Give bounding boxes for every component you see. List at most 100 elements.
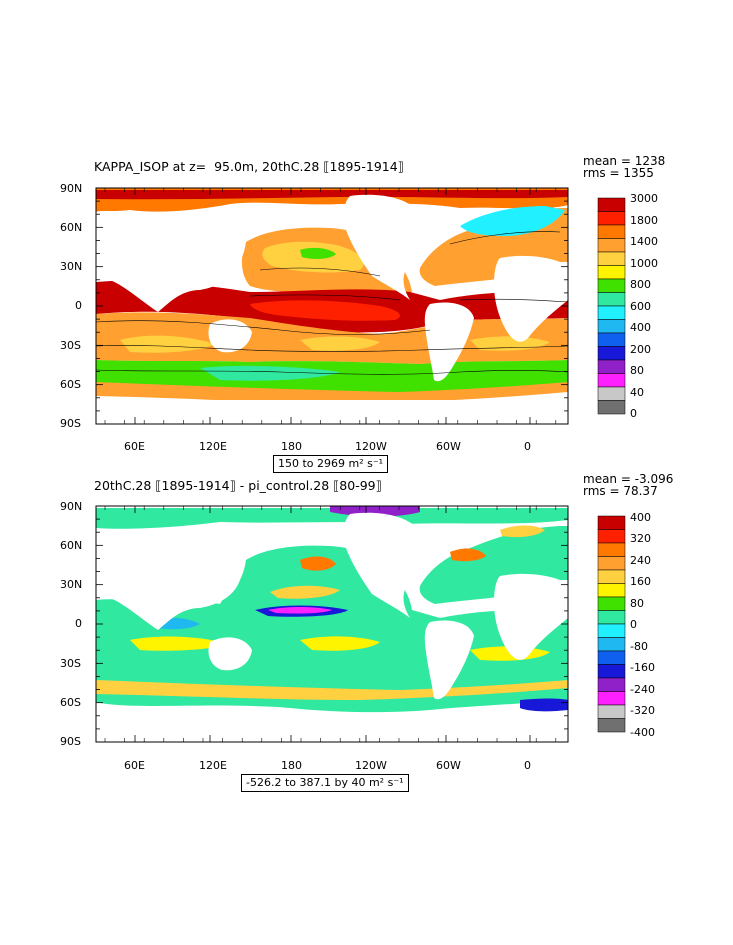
colorbar-swatch — [597, 583, 626, 598]
panel2-range-box: -526.2 to 387.1 by 40 m² s⁻¹ — [241, 774, 409, 792]
colorbar-swatch — [597, 704, 626, 719]
panel2-lon-label-120w: 120W — [355, 759, 387, 772]
panel1-cbar-label: 80 — [630, 364, 644, 377]
colorbar-swatch — [597, 569, 626, 584]
panel1-cbar-label: 0 — [630, 407, 637, 420]
panel1-cbar-label: 3000 — [630, 192, 658, 205]
colorbar-swatch — [597, 691, 626, 706]
panel1-land-antarctica — [96, 400, 568, 424]
panel2-lat-label-30n: 30N — [60, 578, 83, 591]
panel1-cbar-label: 40 — [630, 386, 644, 399]
panel1-cbar-label: 1000 — [630, 257, 658, 270]
panel2-cbar-label: 400 — [630, 511, 651, 524]
colorbar-swatch — [597, 718, 626, 733]
panel2-lat-label-60n: 60N — [60, 539, 83, 552]
panel2-cbar-label: 160 — [630, 575, 651, 588]
colorbar-swatch — [597, 265, 626, 280]
panel2-title: 20thC.28 ⟦1895-1914⟧ - pi_control.28 ⟦80… — [94, 478, 382, 493]
colorbar-swatch — [597, 542, 626, 557]
panel2-lon-label-0: 0 — [524, 759, 531, 772]
panel1-lat-label-eq: 0 — [75, 299, 82, 312]
panel2-cbar-label: 240 — [630, 554, 651, 567]
panel2-cbar-label: -400 — [630, 726, 655, 739]
panel2-land-australia — [208, 637, 252, 671]
colorbar-swatch — [597, 650, 626, 665]
panel2-land-antarctica — [96, 718, 568, 742]
colorbar-swatch — [597, 664, 626, 679]
panel1-cbar-label: 1400 — [630, 235, 658, 248]
colorbar-swatch — [597, 623, 626, 638]
panel1-land-north-america — [343, 194, 424, 300]
colorbar-swatch — [597, 386, 626, 401]
panel1-cbar-label: 600 — [630, 300, 651, 313]
panel1-lat-label-90s: 90S — [60, 417, 81, 430]
colorbar-swatch — [597, 305, 626, 320]
colorbar-swatch — [597, 515, 626, 530]
panel2-arctic-ocean — [96, 508, 568, 529]
panel2-cbar-label: 320 — [630, 532, 651, 545]
panel1-lat-label-60s: 60S — [60, 378, 81, 391]
colorbar-swatch — [597, 251, 626, 266]
panel1-lon-label-60w: 60W — [436, 440, 461, 453]
colorbar-swatch — [597, 529, 626, 544]
panel1-lon-label-120w: 120W — [355, 440, 387, 453]
panel2-lat-label-60s: 60S — [60, 696, 81, 709]
panel1-cbar-label: 200 — [630, 343, 651, 356]
panel2-cbar-label: -320 — [630, 704, 655, 717]
panel2-lon-label-60w: 60W — [436, 759, 461, 772]
colorbar-swatch — [597, 346, 626, 361]
panel2-lat-label-30s: 30S — [60, 657, 81, 670]
colorbar-swatch — [597, 610, 626, 625]
panel1-lon-label-120e: 120E — [199, 440, 227, 453]
panel2-cbar-label: -80 — [630, 640, 648, 653]
axes-layer — [96, 187, 568, 743]
panel1-title: KAPPA_ISOP at z= 95.0m, 20thC.28 ⟦1895-1… — [94, 159, 404, 174]
colorbar-swatch — [597, 637, 626, 652]
colorbar-swatch — [597, 292, 626, 307]
colorbar-swatch — [597, 197, 626, 212]
panel1-cbar-label: 800 — [630, 278, 651, 291]
panel1-land-asia — [110, 213, 247, 312]
panel2-rms: rms = 78.37 — [583, 484, 658, 498]
panel1-range-box: 150 to 2969 m² s⁻¹ — [273, 455, 389, 473]
colorbar-swatch — [597, 278, 626, 293]
panel1-lon-label-180: 180 — [281, 440, 302, 453]
panel2-land-north-america — [343, 512, 424, 618]
colorbar-swatch — [597, 373, 626, 388]
colorbar-layer — [597, 197, 626, 733]
panel2-lat-label-90s: 90S — [60, 735, 81, 748]
panel1-contours — [96, 231, 568, 375]
panel1-land-africa — [494, 255, 568, 342]
panel2-cbar-label: -240 — [630, 683, 655, 696]
panel1-mean: mean = 1238 — [583, 154, 666, 168]
panel2-cbar-label: 80 — [630, 597, 644, 610]
colorbar-swatch — [597, 238, 626, 253]
panel1-lat-label-30n: 30N — [60, 260, 83, 273]
panel2-mean: mean = -3.096 — [583, 472, 674, 486]
panel2-land-asia — [110, 531, 247, 630]
panel2-lon-label-120e: 120E — [199, 759, 227, 772]
panel2-map — [96, 506, 568, 742]
colorbar-swatch — [597, 400, 626, 415]
panel1-lat-label-30s: 30S — [60, 339, 81, 352]
panel2-lon-label-60e: 60E — [124, 759, 145, 772]
panel1-land-australia — [208, 319, 252, 353]
panel2-land-africa — [494, 573, 568, 660]
panel1-rms: rms = 1355 — [583, 166, 654, 180]
panel2-lon-label-180: 180 — [281, 759, 302, 772]
panel1-lon-label-60e: 60E — [124, 440, 145, 453]
colorbar-swatch — [597, 596, 626, 611]
panel1-lat-label-90n: 90N — [60, 182, 83, 195]
colorbar-swatch — [597, 556, 626, 571]
panel2-lat-label-eq: 0 — [75, 617, 82, 630]
panel2-cbar-label: 0 — [630, 618, 637, 631]
colorbar-swatch — [597, 359, 626, 374]
panel2-land-south-america — [424, 620, 474, 700]
panel2-cbar-label: -160 — [630, 661, 655, 674]
colorbar-swatch — [597, 332, 626, 347]
colorbar-swatch — [597, 319, 626, 334]
panel2-lat-label-90n: 90N — [60, 500, 83, 513]
colorbar-swatch — [597, 677, 626, 692]
colorbar-swatch — [597, 224, 626, 239]
